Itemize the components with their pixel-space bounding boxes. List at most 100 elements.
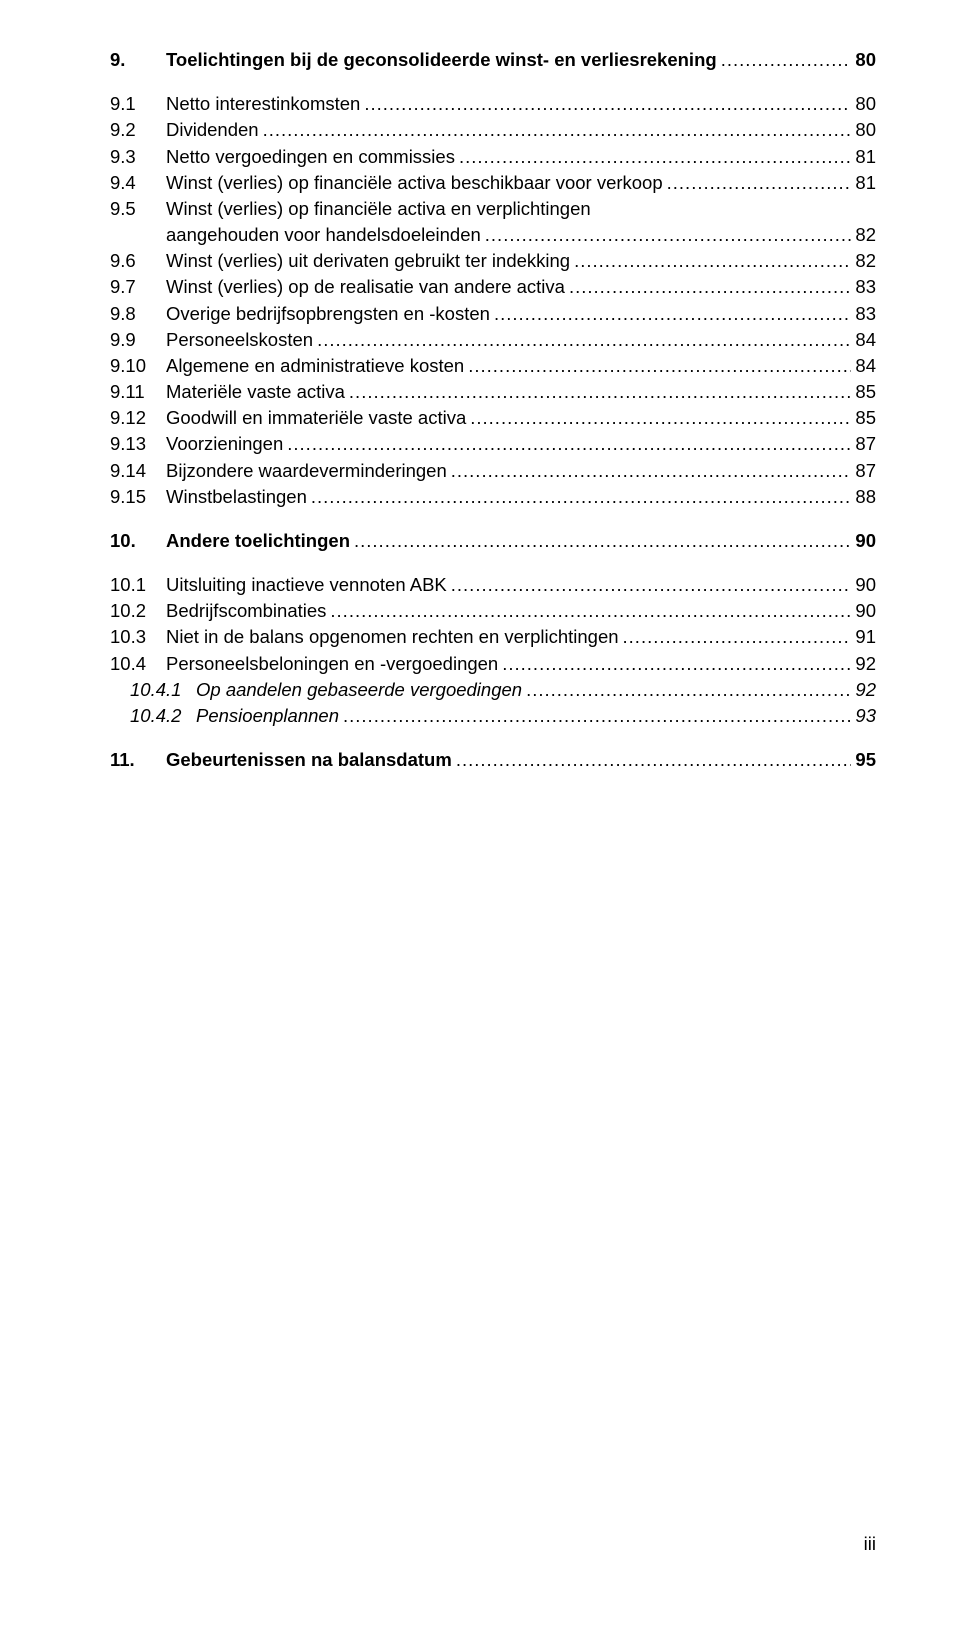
toc-title: Winst (verlies) op financiële activa bes…: [162, 171, 663, 195]
toc-page: 82: [855, 223, 876, 247]
toc-entry: 9.1Netto interestinkomsten80: [110, 92, 876, 116]
toc-page: 95: [855, 748, 876, 772]
toc-entry: 9.Toelichtingen bij de geconsolideerde w…: [110, 48, 876, 72]
toc-page: 92: [855, 652, 876, 676]
toc-title: Bedrijfscombinaties: [162, 599, 326, 623]
toc-page: 92: [855, 678, 876, 702]
toc-title: Goodwill en immateriële vaste activa: [162, 406, 466, 430]
toc-entry: 9.13Voorzieningen 87: [110, 432, 876, 456]
toc-number: 9.11: [110, 380, 162, 404]
toc-number: 9.10: [110, 354, 162, 378]
toc-entry: 10.4Personeelsbeloningen en -vergoedinge…: [110, 652, 876, 676]
toc-title: Dividenden: [162, 118, 259, 142]
toc-leader: [451, 573, 852, 597]
toc-entry: 10.2Bedrijfscombinaties 90: [110, 599, 876, 623]
toc-number: 9.4: [110, 171, 162, 195]
toc-leader: [354, 529, 851, 553]
toc-leader: [494, 302, 851, 326]
toc-title: Winstbelastingen: [162, 485, 307, 509]
toc-number: 9.2: [110, 118, 162, 142]
toc-entry: 10.3Niet in de balans opgenomen rechten …: [110, 625, 876, 649]
toc-leader: [623, 625, 852, 649]
toc-page: 93: [855, 704, 876, 728]
toc-leader: [502, 652, 851, 676]
toc-leader: [364, 92, 851, 116]
toc-page: 90: [855, 599, 876, 623]
toc-entry: 11.Gebeurtenissen na balansdatum95: [110, 748, 876, 772]
toc-leader: [459, 145, 851, 169]
toc-leader: [667, 171, 852, 195]
toc-leader: [470, 406, 851, 430]
toc-entry: 9.10Algemene en administratieve kosten 84: [110, 354, 876, 378]
toc-page: 88: [855, 485, 876, 509]
toc-title: Gebeurtenissen na balansdatum: [162, 748, 452, 772]
toc-number: 9.15: [110, 485, 162, 509]
toc-number: 9.6: [110, 249, 162, 273]
toc-title: Personeelsbeloningen en -vergoedingen: [162, 652, 498, 676]
toc-title: Op aandelen gebaseerde vergoedingen: [192, 678, 522, 702]
toc-title: Netto vergoedingen en commissies: [162, 145, 455, 169]
toc-page: 81: [855, 171, 876, 195]
toc-entry-continuation: aangehouden voor handelsdoeleinden 82: [110, 223, 876, 247]
toc-entry: 10.1Uitsluiting inactieve vennoten ABK90: [110, 573, 876, 597]
toc-leader: [343, 704, 851, 728]
toc-title: Winst (verlies) uit derivaten gebruikt t…: [162, 249, 570, 273]
toc-page: 83: [855, 275, 876, 299]
toc-page: 87: [855, 432, 876, 456]
toc-page: 91: [855, 625, 876, 649]
toc-title: Algemene en administratieve kosten: [162, 354, 464, 378]
toc-page: 85: [855, 380, 876, 404]
toc-entry: 9.2Dividenden 80: [110, 118, 876, 142]
toc-leader: [574, 249, 851, 273]
toc-leader: [569, 275, 851, 299]
toc-leader: [451, 459, 852, 483]
toc-page: 80: [855, 48, 876, 72]
page-number: iii: [864, 1533, 876, 1554]
toc-number: 9.3: [110, 145, 162, 169]
toc-title: Overige bedrijfsopbrengsten en -kosten: [162, 302, 490, 326]
toc-leader: [468, 354, 851, 378]
toc-page: 80: [855, 92, 876, 116]
toc-page: 90: [855, 573, 876, 597]
toc-page: 80: [855, 118, 876, 142]
toc-number: 10.4.2: [130, 704, 192, 728]
toc-title: Voorzieningen: [162, 432, 283, 456]
toc-entry: 9.11Materiële vaste activa 85: [110, 380, 876, 404]
toc-entry: 9.3Netto vergoedingen en commissies 81: [110, 145, 876, 169]
toc-leader: [349, 380, 852, 404]
toc-number: 9.7: [110, 275, 162, 299]
toc-number: 9.9: [110, 328, 162, 352]
toc-title: aangehouden voor handelsdoeleinden: [162, 223, 481, 247]
toc-entry: 10.4.2Pensioenplannen 93: [110, 704, 876, 728]
toc-leader: [317, 328, 851, 352]
toc-entry: 9.5Winst (verlies) op financiële activa …: [110, 197, 876, 221]
toc-leader: [456, 748, 852, 772]
toc-number: 9.12: [110, 406, 162, 430]
toc-leader: [311, 485, 852, 509]
toc-number: 10.2: [110, 599, 162, 623]
toc-title: Niet in de balans opgenomen rechten en v…: [162, 625, 619, 649]
toc-entry: 10.Andere toelichtingen90: [110, 529, 876, 553]
toc-number: 9.1: [110, 92, 162, 116]
table-of-contents: 9.Toelichtingen bij de geconsolideerde w…: [110, 48, 876, 772]
toc-title: Materiële vaste activa: [162, 380, 345, 404]
toc-page: 84: [855, 354, 876, 378]
toc-page: 81: [855, 145, 876, 169]
toc-title: Pensioenplannen: [192, 704, 339, 728]
toc-number: 9.14: [110, 459, 162, 483]
toc-entry: 9.12Goodwill en immateriële vaste activa…: [110, 406, 876, 430]
toc-entry: 9.15Winstbelastingen 88: [110, 485, 876, 509]
toc-page: 82: [855, 249, 876, 273]
toc-leader: [485, 223, 852, 247]
toc-page: 90: [855, 529, 876, 553]
toc-entry: 10.4.1Op aandelen gebaseerde vergoedinge…: [110, 678, 876, 702]
toc-number: 9.: [110, 48, 162, 72]
toc-number: 9.13: [110, 432, 162, 456]
toc-entry: 9.8Overige bedrijfsopbrengsten en -koste…: [110, 302, 876, 326]
toc-leader: [721, 48, 852, 72]
toc-number: 10.4: [110, 652, 162, 676]
toc-page: 84: [855, 328, 876, 352]
toc-leader: [526, 678, 851, 702]
toc-number: 9.5: [110, 197, 162, 221]
toc-page: 87: [855, 459, 876, 483]
